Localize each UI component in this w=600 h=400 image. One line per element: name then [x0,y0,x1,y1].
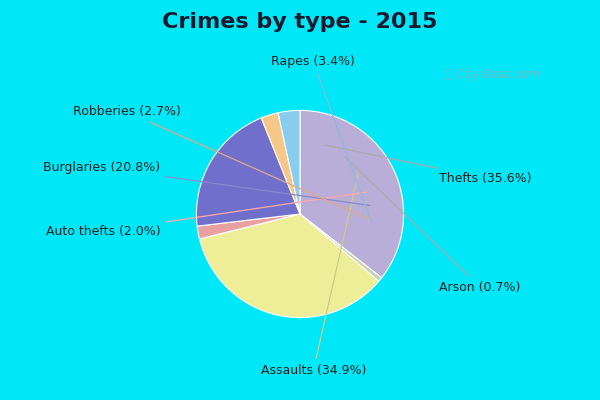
Text: Assaults (34.9%): Assaults (34.9%) [260,174,366,377]
Text: Robberies (2.7%): Robberies (2.7%) [73,105,370,220]
Wedge shape [278,110,300,214]
Text: ⓘ City-Data.com: ⓘ City-Data.com [445,68,539,81]
Wedge shape [197,214,300,239]
Text: Burglaries (20.8%): Burglaries (20.8%) [43,161,370,206]
Text: Arson (0.7%): Arson (0.7%) [345,157,521,294]
Wedge shape [300,110,404,278]
Text: Auto thefts (2.0%): Auto thefts (2.0%) [46,192,367,238]
Text: Rapes (3.4%): Rapes (3.4%) [271,55,371,222]
Wedge shape [300,214,382,281]
Wedge shape [199,214,379,318]
Text: Crimes by type - 2015: Crimes by type - 2015 [163,12,437,32]
Wedge shape [262,113,300,214]
Text: Thefts (35.6%): Thefts (35.6%) [325,145,532,185]
Wedge shape [196,118,300,226]
